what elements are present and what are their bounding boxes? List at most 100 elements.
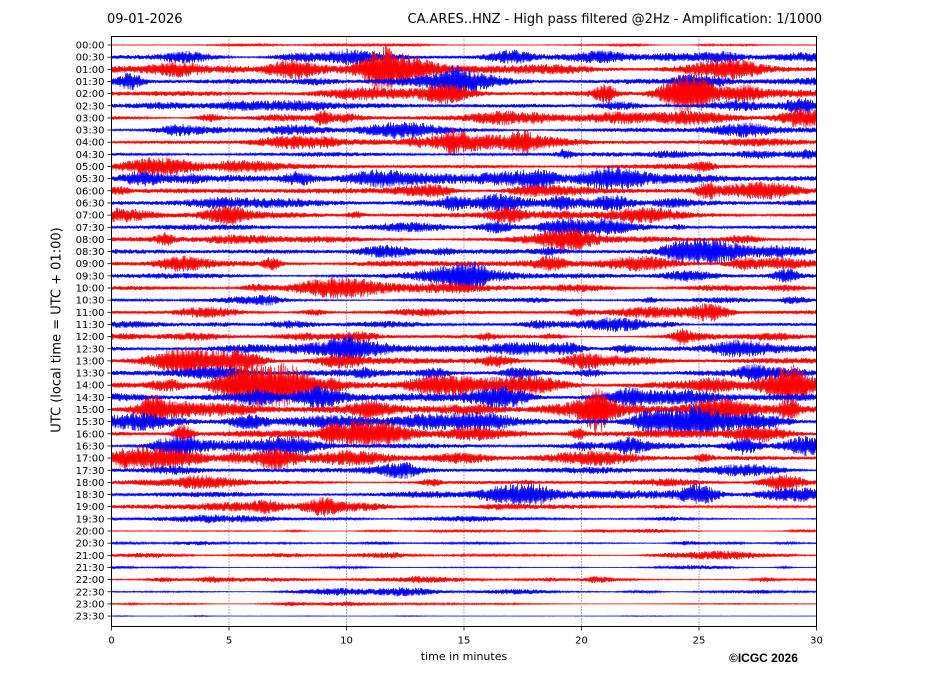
trace-0530 xyxy=(111,166,817,191)
trace-1400 xyxy=(111,362,817,408)
trace-2200 xyxy=(111,575,817,584)
chart-date: 09-01-2026 xyxy=(107,12,183,27)
y-tick-label: 05:30 xyxy=(76,174,105,185)
y-tick-label: 12:00 xyxy=(76,332,105,343)
y-tick-label: 13:30 xyxy=(76,369,105,380)
trace-1230 xyxy=(111,334,817,363)
y-tick-label: 05:00 xyxy=(76,162,105,173)
trace-0230 xyxy=(111,97,817,114)
trace-1130 xyxy=(111,317,817,333)
y-tick-label: 10:00 xyxy=(76,284,105,295)
chart-title: CA.ARES..HNZ - High pass filtered @2Hz -… xyxy=(407,12,822,27)
y-tick-label: 02:00 xyxy=(76,89,105,100)
grid-lines xyxy=(228,36,700,627)
trace-2330 xyxy=(111,614,817,618)
y-tick-label: 17:00 xyxy=(76,454,105,465)
y-tick-label: 18:00 xyxy=(76,478,105,489)
y-tick-label: 16:00 xyxy=(76,429,105,440)
trace-2030 xyxy=(111,540,817,546)
trace-1000 xyxy=(111,276,817,300)
y-tick-label: 01:30 xyxy=(76,77,105,88)
y-tick-label: 00:00 xyxy=(76,41,105,52)
y-tick-label: 08:30 xyxy=(76,247,105,258)
x-tick-label: 30 xyxy=(810,636,823,647)
trace-1530 xyxy=(111,404,817,439)
y-tick-label: 13:00 xyxy=(76,356,105,367)
trace-0930 xyxy=(111,260,817,292)
trace-0030 xyxy=(111,48,817,65)
y-tick-label: 20:30 xyxy=(76,539,105,550)
y-tick-label: 09:00 xyxy=(76,259,105,270)
trace-1430 xyxy=(111,385,817,410)
y-tick-label: 14:00 xyxy=(76,381,105,392)
trace-0900 xyxy=(111,255,817,272)
trace-0430 xyxy=(111,148,817,160)
y-tick-label: 15:00 xyxy=(76,405,105,416)
copyright-label: ©ICGC 2026 xyxy=(729,651,798,665)
y-tick-label: 22:30 xyxy=(76,587,105,598)
x-tick-label: 20 xyxy=(575,636,588,647)
x-tick-label: 0 xyxy=(108,636,114,647)
x-tick-label: 5 xyxy=(226,636,232,647)
trace-1630 xyxy=(111,435,817,458)
trace-0100 xyxy=(111,45,817,91)
y-tick-label: 12:30 xyxy=(76,344,105,355)
y-tick-label: 06:30 xyxy=(76,198,105,209)
trace-1930 xyxy=(111,514,817,524)
y-tick-label: 04:30 xyxy=(76,150,105,161)
trace-2230 xyxy=(111,587,817,597)
y-tick-label: 11:30 xyxy=(76,320,105,331)
y-tick-label: 01:00 xyxy=(76,65,105,76)
trace-1100 xyxy=(111,303,817,322)
y-tick-label: 08:00 xyxy=(76,235,105,246)
trace-2100 xyxy=(111,550,817,560)
x-axis-ticks: 0 5 10 15 20 25 30 xyxy=(108,626,823,647)
y-tick-label: 16:30 xyxy=(76,441,105,452)
y-tick-label: 18:30 xyxy=(76,490,105,501)
trace-0400 xyxy=(111,128,817,156)
y-tick-label: 07:00 xyxy=(76,211,105,222)
trace-0200 xyxy=(111,74,817,113)
trace-1830 xyxy=(111,482,817,506)
y-tick-label: 23:00 xyxy=(76,599,105,610)
y-tick-label: 07:30 xyxy=(76,223,105,234)
trace-1300 xyxy=(111,346,817,375)
trace-1700 xyxy=(111,446,817,471)
trace-0630 xyxy=(111,193,817,212)
seismic-traces xyxy=(111,42,817,618)
trace-0600 xyxy=(111,181,817,200)
y-tick-label: 00:30 xyxy=(76,53,105,64)
trace-1730 xyxy=(111,461,817,480)
trace-0500 xyxy=(111,157,817,177)
trace-0830 xyxy=(111,237,817,266)
y-tick-label: 11:00 xyxy=(76,308,105,319)
trace-2130 xyxy=(111,564,817,570)
y-tick-label: 23:30 xyxy=(76,612,105,623)
y-tick-label: 06:00 xyxy=(76,186,105,197)
y-tick-label: 22:00 xyxy=(76,575,105,586)
y-tick-label: 14:30 xyxy=(76,393,105,404)
trace-0000 xyxy=(111,42,817,48)
y-tick-label: 19:30 xyxy=(76,514,105,525)
x-tick-label: 25 xyxy=(693,636,706,647)
y-tick-label: 20:00 xyxy=(76,527,105,538)
trace-0800 xyxy=(111,226,817,252)
trace-1900 xyxy=(111,496,817,517)
trace-1200 xyxy=(111,328,817,346)
y-tick-label: 21:00 xyxy=(76,551,105,562)
y-tick-label: 19:00 xyxy=(76,502,105,513)
y-tick-label: 03:30 xyxy=(76,126,105,137)
y-tick-label: 21:30 xyxy=(76,563,105,574)
trace-0700 xyxy=(111,204,817,226)
trace-0330 xyxy=(111,121,817,139)
x-tick-label: 15 xyxy=(458,636,471,647)
trace-0300 xyxy=(111,107,817,129)
y-tick-label: 15:30 xyxy=(76,417,105,428)
trace-1030 xyxy=(111,294,817,306)
trace-1600 xyxy=(111,417,817,450)
y-tick-label: 03:00 xyxy=(76,113,105,124)
trace-2300 xyxy=(111,601,817,607)
x-tick-label: 10 xyxy=(340,636,353,647)
y-tick-label: 17:30 xyxy=(76,466,105,477)
